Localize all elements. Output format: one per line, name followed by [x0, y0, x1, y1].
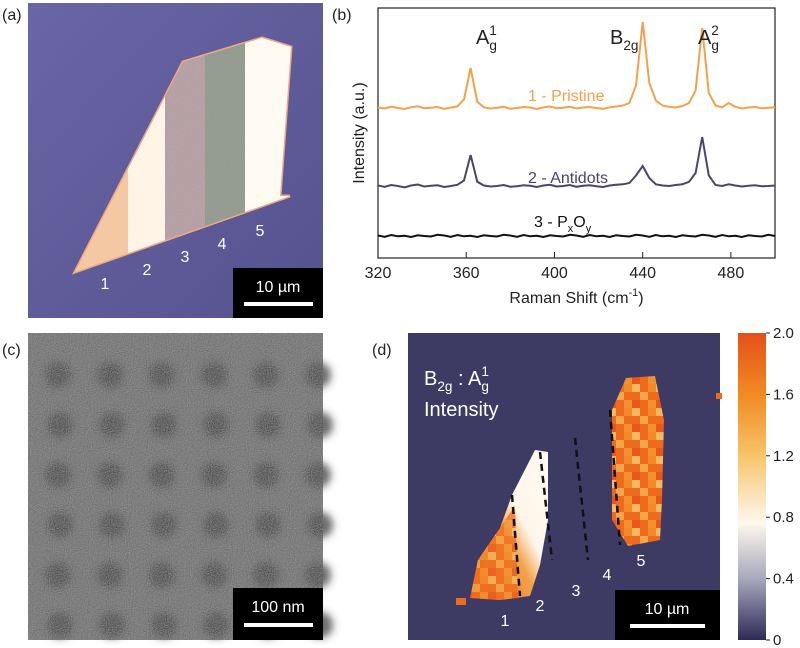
text-part: g	[481, 379, 489, 394]
colorbar	[738, 333, 766, 640]
text-part: 2g	[623, 38, 638, 53]
panel-label: (c)	[2, 342, 21, 359]
text-part: A	[476, 27, 490, 49]
panel-label: (b)	[332, 7, 352, 24]
region-label: 1	[101, 276, 110, 293]
scale-bar-box	[615, 590, 720, 640]
panel-label: (d)	[372, 342, 392, 359]
dashed-line	[573, 437, 590, 561]
region-label: 2	[143, 262, 152, 279]
series-label: 2 - Antidots	[528, 170, 608, 187]
map-pixel	[456, 598, 466, 605]
peak-label: Ag2	[698, 23, 719, 53]
x-tick-label: 480	[718, 265, 745, 282]
text-part: : A	[452, 368, 482, 390]
dashed-line	[608, 409, 622, 546]
map-title: B2g : Ag1	[424, 364, 489, 394]
text-part: B	[424, 368, 437, 390]
x-tick-label: 360	[453, 265, 480, 282]
series-label: 1 - Pristine	[528, 88, 605, 105]
text-part: O	[573, 214, 585, 231]
dashed-line	[538, 451, 554, 561]
colorbar-tick-label: 1.2	[773, 448, 794, 465]
map-region-right	[612, 376, 664, 546]
region-label: 3	[572, 583, 581, 600]
colorbar-tick-label: 1.6	[773, 386, 794, 403]
region-label: 4	[218, 236, 227, 253]
x-axis-label: Raman Shift (cm-1)	[509, 287, 643, 307]
x-tick-label: 440	[629, 265, 656, 282]
text-part: g	[489, 38, 497, 53]
spectrum	[377, 21, 776, 111]
scale-bar-label: 100 nm	[251, 599, 304, 616]
text-part: 1	[481, 364, 489, 379]
spectrum	[377, 233, 776, 239]
region-label: 5	[637, 553, 646, 570]
colorbar-tick-label: 0	[773, 632, 781, 648]
scale-bar-box	[233, 588, 323, 640]
text-part: -1	[629, 287, 639, 299]
text-part: 3 - P	[534, 214, 568, 231]
text-part: 2g	[437, 379, 452, 394]
text-part: 2	[711, 23, 719, 38]
text-part: x	[568, 223, 574, 235]
scale-bar-label: 10 µm	[256, 279, 301, 296]
peak-label: B2g	[610, 27, 638, 53]
text-part: Raman Shift (cm	[509, 290, 628, 307]
spectrum	[377, 136, 776, 189]
colorbar-tick-label: 0.4	[773, 571, 794, 588]
x-tick-label: 320	[365, 265, 392, 282]
panel-label: (a)	[2, 7, 22, 24]
text-part: y	[586, 223, 592, 235]
scale-bar-box	[233, 268, 323, 318]
text-part: )	[638, 290, 643, 307]
region-label: 1	[501, 613, 510, 630]
colorbar-tick-label: 0.8	[773, 509, 794, 526]
colorbar-tick-label: 2.0	[773, 325, 794, 342]
series-label: 3 - PxOy	[534, 214, 592, 235]
region-label: 5	[256, 223, 265, 240]
dashed-line	[510, 494, 522, 597]
region-label: 3	[181, 249, 190, 266]
region-label: 4	[603, 567, 612, 584]
x-tick-label: 400	[541, 265, 568, 282]
map-region-left-edge	[470, 505, 518, 600]
text-part: 2 - Antidots	[528, 170, 608, 187]
region-label: 2	[536, 598, 545, 615]
text-part: g	[711, 38, 719, 53]
peak-label: Ag1	[476, 23, 497, 53]
text-part: 1 - Pristine	[528, 88, 605, 105]
scale-bar-label: 10 µm	[645, 601, 690, 618]
text-part: B	[610, 27, 623, 49]
raman-map	[408, 333, 720, 640]
map-pixel	[716, 393, 722, 399]
plot-frame	[377, 7, 776, 259]
map-subtitle: Intensity	[424, 399, 498, 421]
text-part: A	[698, 27, 712, 49]
y-axis-label: Intensity (a.u.)	[351, 82, 368, 183]
text-part: 1	[489, 23, 497, 38]
